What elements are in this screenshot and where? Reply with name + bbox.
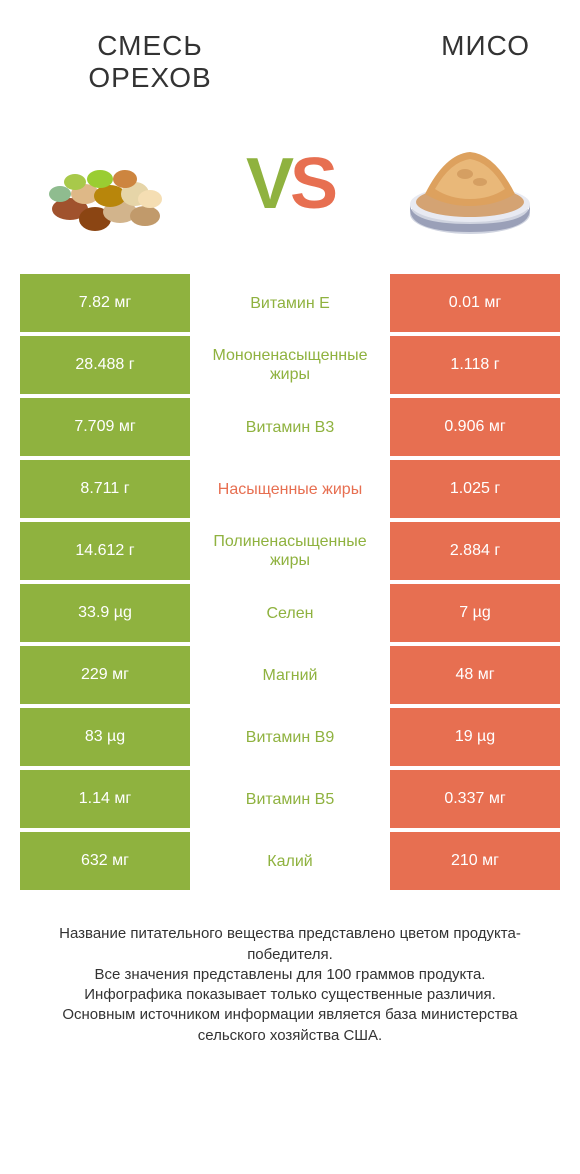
vs-letter-v: V <box>246 144 290 224</box>
images-row: VS <box>0 104 580 274</box>
table-row: 7.709 мгВитамин B30.906 мг <box>20 398 560 456</box>
right-value-cell: 210 мг <box>390 832 560 890</box>
footer-notes: Название питательного вещества представл… <box>0 894 580 1046</box>
nutrient-label-cell: Витамин B9 <box>190 708 390 766</box>
table-row: 229 мгМагний48 мг <box>20 646 560 704</box>
left-value-cell: 7.709 мг <box>20 398 190 456</box>
nutrient-label-cell: Магний <box>190 646 390 704</box>
right-value-cell: 19 µg <box>390 708 560 766</box>
left-value-cell: 632 мг <box>20 832 190 890</box>
table-row: 83 µgВитамин B919 µg <box>20 708 560 766</box>
nutrient-label-cell: Витамин B5 <box>190 770 390 828</box>
left-value-cell: 1.14 мг <box>20 770 190 828</box>
right-value-cell: 0.337 мг <box>390 770 560 828</box>
nutrient-label-cell: Витамин E <box>190 274 390 332</box>
nutrient-label-cell: Витамин B3 <box>190 398 390 456</box>
nutrient-label-cell: Калий <box>190 832 390 890</box>
left-value-cell: 14.612 г <box>20 522 190 580</box>
right-value-cell: 0.906 мг <box>390 398 560 456</box>
header: СМЕСЬ ОРЕХОВ МИСО <box>0 0 580 104</box>
table-row: 33.9 µgСелен7 µg <box>20 584 560 642</box>
left-product-title: СМЕСЬ ОРЕХОВ <box>50 30 250 94</box>
nutrient-label-cell: Полиненасыщенные жиры <box>190 522 390 580</box>
table-row: 632 мгКалий210 мг <box>20 832 560 890</box>
footer-line: Инфографика показывает только существенн… <box>30 985 550 1005</box>
right-product-image <box>390 119 550 249</box>
nutrient-label-cell: Мононенасыщенные жиры <box>190 336 390 394</box>
vs-letter-s: S <box>290 144 334 224</box>
left-value-cell: 229 мг <box>20 646 190 704</box>
footer-line: Основным источником информации является … <box>30 1005 550 1046</box>
vs-label: VS <box>246 148 334 220</box>
footer-line: Название питательного вещества представл… <box>30 924 550 965</box>
right-value-cell: 7 µg <box>390 584 560 642</box>
right-value-cell: 0.01 мг <box>390 274 560 332</box>
footer-line: Все значения представлены для 100 граммо… <box>30 965 550 985</box>
left-value-cell: 8.711 г <box>20 460 190 518</box>
left-value-cell: 33.9 µg <box>20 584 190 642</box>
right-product-title: МИСО <box>330 30 530 62</box>
table-row: 28.488 гМононенасыщенные жиры1.118 г <box>20 336 560 394</box>
right-value-cell: 1.118 г <box>390 336 560 394</box>
left-value-cell: 83 µg <box>20 708 190 766</box>
nutrient-label-cell: Насыщенные жиры <box>190 460 390 518</box>
comparison-table: 7.82 мгВитамин E0.01 мг28.488 гМононенас… <box>0 274 580 890</box>
table-row: 1.14 мгВитамин B50.337 мг <box>20 770 560 828</box>
left-product-image <box>30 119 190 249</box>
table-row: 14.612 гПолиненасыщенные жиры2.884 г <box>20 522 560 580</box>
right-value-cell: 48 мг <box>390 646 560 704</box>
miso-bowl-icon <box>395 124 545 244</box>
nutrient-label-cell: Селен <box>190 584 390 642</box>
right-value-cell: 2.884 г <box>390 522 560 580</box>
left-value-cell: 28.488 г <box>20 336 190 394</box>
mixed-nuts-icon <box>30 124 190 244</box>
left-value-cell: 7.82 мг <box>20 274 190 332</box>
table-row: 8.711 гНасыщенные жиры1.025 г <box>20 460 560 518</box>
table-row: 7.82 мгВитамин E0.01 мг <box>20 274 560 332</box>
right-value-cell: 1.025 г <box>390 460 560 518</box>
